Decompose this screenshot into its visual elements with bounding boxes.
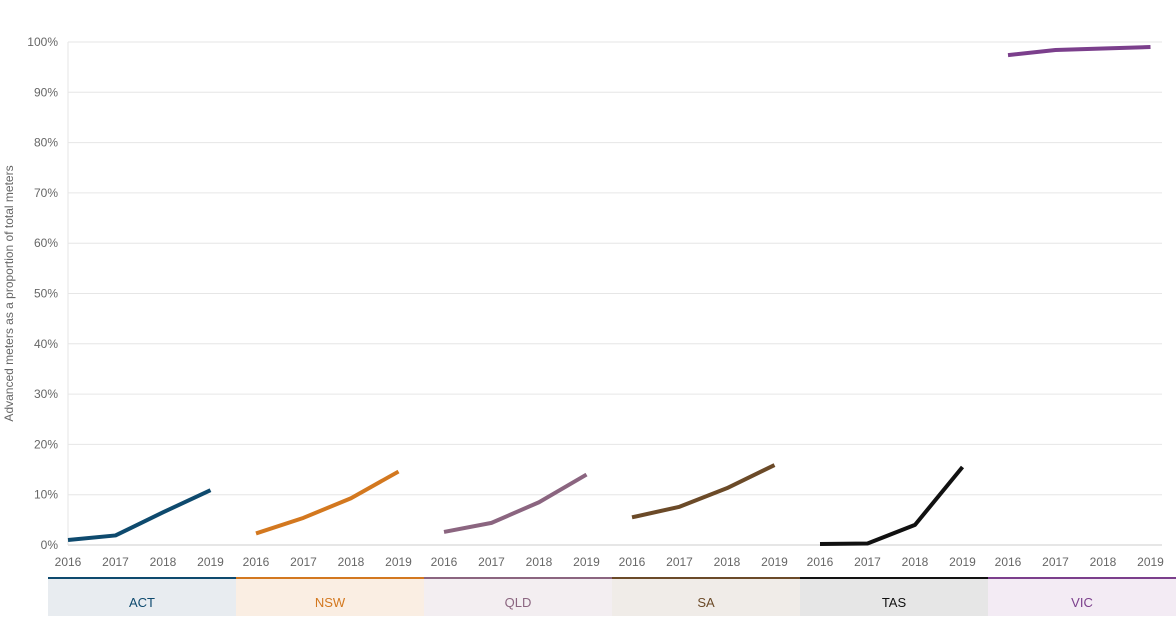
x-tick-label: 2019 <box>949 555 976 569</box>
x-axis-ticks: 2016 2017 2018 2019 2016 2017 2018 2019 2016 2017… <box>55 555 1165 569</box>
x-tick-label: 2019 <box>1137 555 1164 569</box>
x-tick-label: 2019 <box>761 555 788 569</box>
y-tick-label: 60% <box>34 236 58 250</box>
x-tick-label: 2016 <box>807 555 834 569</box>
y-tick-label: 90% <box>34 85 58 99</box>
y-axis-ticks: 0% 10% 20% 30% 40% 50% 60% 70% 80% 90% 100% <box>27 35 58 552</box>
panel-band-act <box>48 578 236 616</box>
panel-label-sa: SA <box>697 595 715 610</box>
y-tick-label: 30% <box>34 387 58 401</box>
panel-label-nsw: NSW <box>315 595 346 610</box>
panel-band-top-line <box>48 577 236 579</box>
panel-band-tas <box>800 578 988 616</box>
x-tick-label: 2016 <box>619 555 646 569</box>
series-line-vic <box>1007 45 1151 58</box>
x-tick-label: 2016 <box>431 555 458 569</box>
x-tick-label: 2017 <box>478 555 505 569</box>
y-tick-label: 10% <box>34 488 58 502</box>
series-line-tas <box>819 465 965 546</box>
y-tick-label: 50% <box>34 287 58 301</box>
x-tick-label: 2019 <box>573 555 600 569</box>
x-tick-label: 2016 <box>55 555 82 569</box>
y-tick-label: 80% <box>34 136 58 150</box>
panel-label-qld: QLD <box>505 595 532 610</box>
x-tick-label: 2019 <box>385 555 412 569</box>
panel-band-nsw <box>236 578 424 616</box>
panel-labels: ACT NSW QLD SA TAS VIC <box>48 577 1176 616</box>
panel-band-top-line <box>988 577 1176 579</box>
y-tick-label: 40% <box>34 337 58 351</box>
x-tick-label: 2017 <box>854 555 881 569</box>
x-tick-label: 2018 <box>902 555 929 569</box>
x-tick-label: 2018 <box>714 555 741 569</box>
y-tick-label: 100% <box>27 35 58 49</box>
x-tick-label: 2018 <box>338 555 365 569</box>
panel-band-top-line <box>800 577 988 579</box>
panel-label-vic: VIC <box>1071 595 1093 610</box>
x-tick-label: 2018 <box>150 555 177 569</box>
panel-label-act: ACT <box>129 595 155 610</box>
panel-band-sa <box>612 578 800 616</box>
x-tick-label: 2016 <box>995 555 1022 569</box>
series-line-qld <box>443 472 588 534</box>
panel-band-top-line <box>612 577 800 579</box>
panel-band-qld <box>424 578 612 616</box>
x-tick-label: 2017 <box>666 555 693 569</box>
series-line-nsw <box>255 469 400 536</box>
y-tick-label: 20% <box>34 437 58 451</box>
x-tick-label: 2018 <box>526 555 553 569</box>
x-tick-label: 2018 <box>1090 555 1117 569</box>
x-tick-label: 2019 <box>197 555 224 569</box>
series-lines <box>67 45 1151 546</box>
x-tick-label: 2017 <box>102 555 129 569</box>
y-axis-title: Advanced meters as a proportion of total… <box>2 165 16 421</box>
x-tick-label: 2017 <box>290 555 317 569</box>
panel-band-top-line <box>236 577 424 579</box>
gridlines <box>67 41 1162 546</box>
panel-band-top-line <box>424 577 612 579</box>
series-line-sa <box>631 463 776 520</box>
x-tick-label: 2016 <box>243 555 270 569</box>
y-tick-label: 0% <box>41 538 59 552</box>
series-line-act <box>67 488 212 542</box>
panel-label-tas: TAS <box>882 595 907 610</box>
panel-band-vic <box>988 578 1176 616</box>
y-tick-label: 70% <box>34 186 58 200</box>
x-tick-label: 2017 <box>1042 555 1069 569</box>
